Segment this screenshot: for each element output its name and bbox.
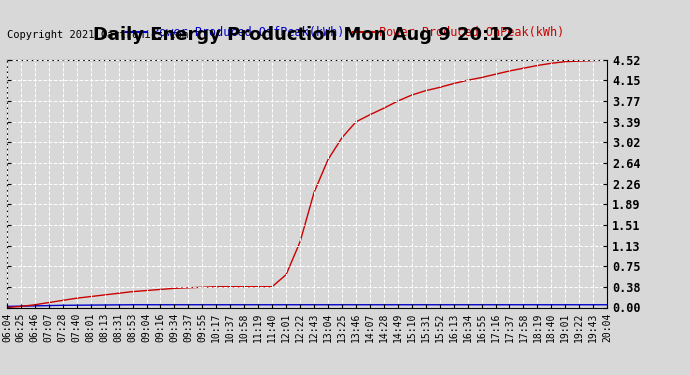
Legend: Power Produced OffPeak(kWh), Power Produced OnPeak(kWh): Power Produced OffPeak(kWh), Power Produ… [121, 21, 569, 44]
Text: Copyright 2021 Cartronics.com: Copyright 2021 Cartronics.com [7, 30, 188, 40]
Text: Daily Energy Production Mon Aug 9 20:12: Daily Energy Production Mon Aug 9 20:12 [93, 26, 514, 44]
